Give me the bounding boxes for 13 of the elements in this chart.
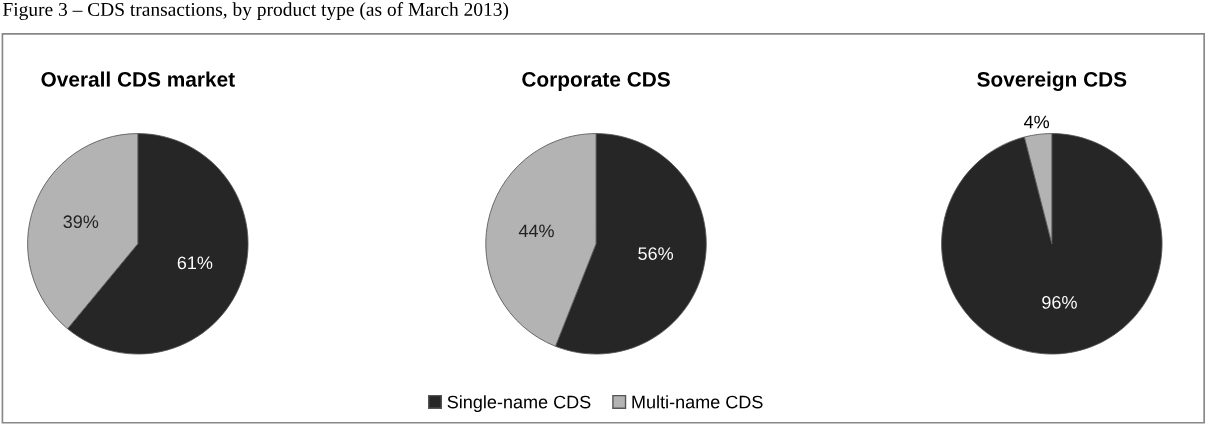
pie-slice — [941, 133, 1163, 355]
text: Figure 3 – CDS transactions, by product type (as of March 2013) — [2, 2, 509, 21]
legend-label: Multi-name CDS — [632, 395, 763, 409]
chart-title: Overall CDS market — [41, 71, 235, 87]
chart-title: Corporate CDS — [522, 72, 670, 91]
chart-title: Sovereign CDS — [977, 71, 1127, 91]
data-label: 61% — [177, 256, 213, 270]
data-label: 44% — [518, 224, 554, 238]
data-label: 56% — [638, 247, 674, 261]
data-label: 96% — [1042, 296, 1077, 309]
data-label: 4% — [1024, 115, 1050, 129]
legend-label: Single-name CDS — [447, 395, 591, 412]
data-label: 39% — [63, 215, 99, 229]
